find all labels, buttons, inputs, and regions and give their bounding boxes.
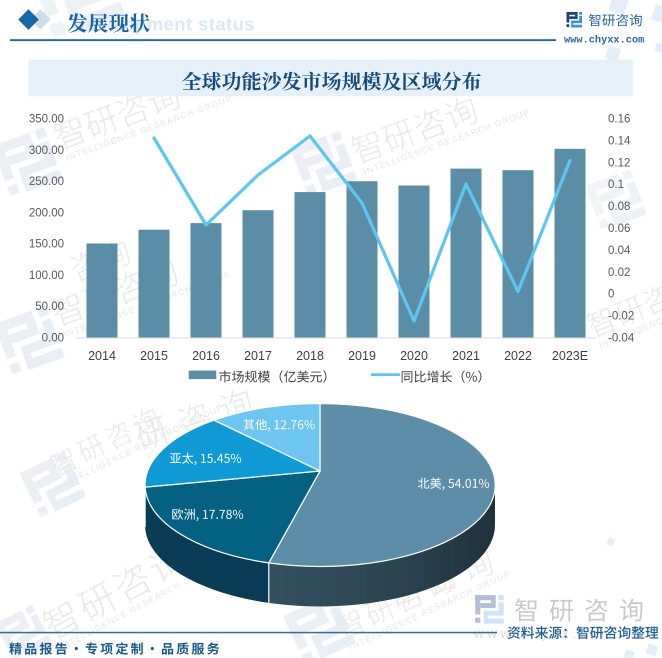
- svg-text:0.12: 0.12: [608, 157, 630, 169]
- svg-text:0.06: 0.06: [608, 223, 630, 235]
- svg-text:2018: 2018: [296, 349, 324, 363]
- svg-text:2015: 2015: [140, 349, 168, 363]
- svg-text:www.chyxx.com: www.chyxx.com: [564, 35, 644, 47]
- svg-text:INTELLIGENCE RESEARCH GROUP: INTELLIGENCE RESEARCH GROUP: [362, 107, 532, 177]
- svg-text:2016: 2016: [192, 349, 220, 363]
- svg-text:2022: 2022: [504, 349, 532, 363]
- svg-text:0.1: 0.1: [608, 179, 624, 191]
- svg-text:2014: 2014: [88, 349, 116, 363]
- svg-text:INTELLIGENCE RESEARCH GROUP: INTELLIGENCE RESEARCH GROUP: [64, 93, 234, 163]
- svg-text:250.00: 250.00: [29, 176, 64, 188]
- svg-text:0.08: 0.08: [608, 201, 630, 213]
- svg-text:100.00: 100.00: [29, 270, 64, 282]
- svg-text:200.00: 200.00: [29, 207, 64, 219]
- svg-text:0: 0: [608, 289, 614, 301]
- svg-text:0.02: 0.02: [608, 267, 630, 279]
- svg-text:2023E: 2023E: [552, 349, 588, 363]
- svg-text:-0.02: -0.02: [608, 311, 634, 323]
- svg-text:350.00: 350.00: [29, 114, 64, 126]
- svg-text:2021: 2021: [452, 349, 480, 363]
- svg-text:0.16: 0.16: [608, 114, 630, 126]
- svg-text:50.00: 50.00: [35, 301, 64, 313]
- svg-text:2020: 2020: [400, 349, 428, 363]
- svg-text:300.00: 300.00: [29, 145, 64, 157]
- svg-text:Development status: Development status: [72, 14, 255, 35]
- svg-text:150.00: 150.00: [29, 239, 64, 251]
- svg-text:2017: 2017: [244, 349, 272, 363]
- svg-text:2019: 2019: [348, 349, 376, 363]
- svg-text:-0.04: -0.04: [608, 333, 635, 345]
- svg-text:0.14: 0.14: [608, 135, 631, 147]
- svg-text:0.00: 0.00: [42, 333, 64, 345]
- svg-text:0.04: 0.04: [608, 245, 631, 257]
